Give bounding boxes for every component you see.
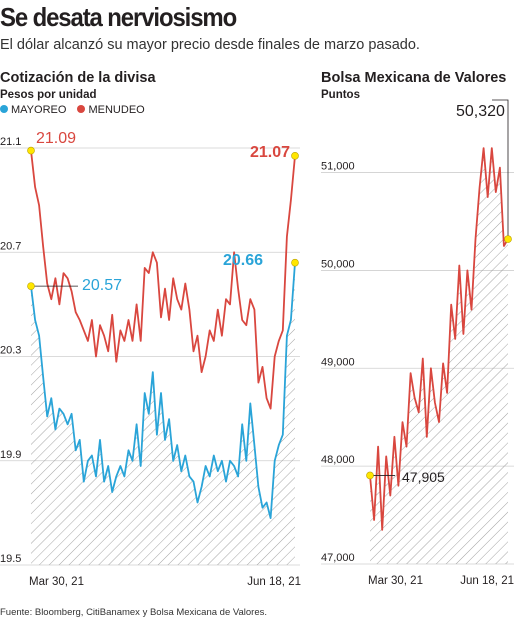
bmv-y-tick-label: 51,000 [321, 161, 355, 173]
bmv-x-label-start: Mar 30, 21 [368, 575, 423, 587]
fx-y-tick-label: 20.3 [0, 345, 21, 357]
bmv-y-tick-label: 48,000 [321, 454, 355, 466]
fx-y-tick-label: 21.1 [0, 136, 21, 148]
fx-legend: MAYOREO MENUDEO [0, 104, 153, 116]
bmv-series-line-index [369, 147, 509, 531]
legend-label-menudeo: MENUDEO [88, 104, 145, 116]
bmv-y-tick-label: 49,000 [321, 356, 355, 368]
fx-menudeo-start-label: 21.09 [36, 130, 76, 147]
fx-series-line-menudeo [30, 150, 296, 410]
fx-y-tick-label: 19.9 [0, 449, 21, 461]
bmv-chart-unit: Puntos [321, 89, 360, 101]
bmv-chart-title: Bolsa Mexicana de Valores [321, 70, 507, 86]
fx-mayoreo-end-label: 20.66 [223, 252, 263, 269]
fx-series-line-mayoreo [30, 262, 296, 519]
mayoreo-swatch [0, 105, 8, 113]
legend-item-menudeo: MENUDEO [77, 104, 145, 116]
subheadline: El dólar alcanzó su mayor precio desde f… [0, 37, 420, 53]
fx-y-tick-label: 20.7 [0, 240, 21, 252]
fx-area-fill [31, 262, 295, 565]
bmv-y-tick-label: 47,000 [321, 552, 355, 564]
bmv-area-fill [370, 148, 508, 564]
bmv-end-leader [492, 99, 509, 240]
fx-mayoreo-start-label: 20.57 [82, 277, 122, 294]
fx-mayoreo-end-marker [291, 258, 299, 267]
fx-chart-unit: Pesos por unidad [0, 89, 97, 101]
fx-y-tick-label: 19.5 [0, 553, 21, 565]
fx-menudeo-end-marker [291, 152, 299, 160]
bmv-end-label: 50,320 [456, 103, 505, 120]
bmv-end-marker [504, 235, 512, 243]
source-note: Fuente: Bloomberg, CitiBanamex y Bolsa M… [0, 607, 268, 618]
fx-x-label-start: Mar 30, 21 [29, 576, 84, 588]
legend-item-mayoreo: MAYOREO [0, 104, 66, 116]
fx-chart-title: Cotización de la divisa [0, 70, 156, 86]
fx-x-label-end: Jun 18, 21 [247, 576, 301, 588]
fx-menudeo-start-marker [27, 146, 35, 155]
legend-label-mayoreo: MAYOREO [11, 104, 67, 116]
fx-mayoreo-start-marker [27, 282, 35, 290]
bmv-start-label: 47,905 [402, 469, 445, 485]
fx-menudeo-end-label: 21.07 [250, 144, 290, 161]
headline: Se desata nerviosismo [0, 2, 237, 32]
bmv-start-marker [366, 471, 374, 480]
bmv-y-tick-label: 50,000 [321, 258, 355, 270]
bmv-x-label-end: Jun 18, 21 [460, 575, 514, 587]
menudeo-swatch [77, 105, 86, 113]
